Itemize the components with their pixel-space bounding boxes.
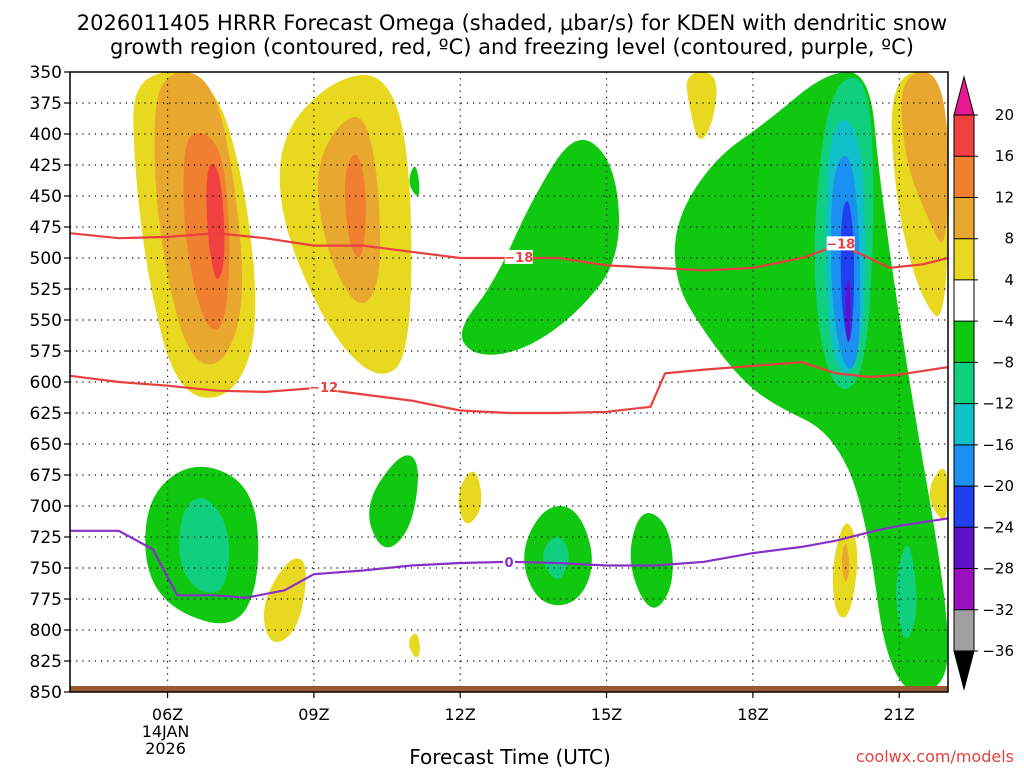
- y-tick-label-500: 500: [30, 249, 62, 269]
- omega-colorbar: 20 16 12 8 4 −4 −8 −12 −16 −20 −24 −28 −32 −36: [953, 75, 1014, 691]
- colorbar-label-12: −32: [982, 601, 1014, 619]
- colorbar-label-10: −24: [982, 518, 1014, 536]
- omega-region-27: [409, 166, 420, 196]
- y-tick-label-450: 450: [30, 187, 62, 207]
- x-tick-label-18Z: 18Z: [737, 705, 768, 724]
- colorbar-label-13: −36: [982, 642, 1014, 660]
- y-tick-label-425: 425: [30, 156, 62, 176]
- contour-label-bg-0-1: [826, 236, 855, 251]
- x-axis-label: Forecast Time (UTC): [409, 745, 611, 768]
- omega-shading: [133, 72, 948, 692]
- y-tick-label-625: 625: [30, 404, 62, 424]
- omega-region-7: [686, 72, 717, 139]
- omega-region-11: [461, 139, 620, 355]
- colorbar-top-arrow: [953, 75, 975, 116]
- y-tick-label-350: 350: [30, 63, 62, 83]
- omega-region-10: [674, 72, 948, 692]
- y-tick-label-725: 725: [30, 528, 62, 548]
- colorbar-label-9: −20: [982, 477, 1014, 495]
- colorbar-band-16: [954, 156, 974, 198]
- contour-label-bg-2-0: [503, 555, 515, 570]
- plot-grid: [70, 72, 948, 692]
- colorbar-band--4: [954, 321, 974, 363]
- colorbar-band--28: [954, 568, 974, 611]
- y-tick-label-400: 400: [30, 125, 62, 145]
- colorbar-band--16: [954, 444, 974, 487]
- contour-line-2: [70, 517, 948, 599]
- colorbar-label-6: −8: [992, 353, 1014, 371]
- colorbar-label-5: −4: [992, 312, 1014, 330]
- colorbar-bottom-arrow: [953, 650, 975, 691]
- colorbar-label-2: 12: [995, 188, 1014, 206]
- omega-region-23: [458, 471, 482, 524]
- omega-region-25: [841, 543, 850, 582]
- y-tick-label-550: 550: [30, 311, 62, 331]
- colorbar-band-4: [954, 279, 974, 322]
- y-tick-label-675: 675: [30, 466, 62, 486]
- omega-region-3: [206, 164, 225, 280]
- colorbar-band--8: [954, 362, 974, 405]
- colorbar-band--32: [954, 609, 974, 652]
- colorbar-band--12: [954, 403, 974, 446]
- y-tick-label-700: 700: [30, 497, 62, 517]
- omega-region-28: [409, 633, 420, 658]
- y-tick-label-825: 825: [30, 652, 62, 672]
- colorbar-label-0: 20: [995, 106, 1014, 124]
- y-tick-label-800: 800: [30, 621, 62, 641]
- omega-region-6: [345, 154, 366, 257]
- omega-region-26: [369, 455, 418, 548]
- y-tick-label-475: 475: [30, 218, 62, 238]
- colorbar-band-8: [954, 238, 974, 281]
- y-tick-label-575: 575: [30, 342, 62, 362]
- colorbar-label-8: −16: [982, 436, 1014, 454]
- x-tick-label-12Z: 12Z: [445, 705, 476, 724]
- y-tick-label-650: 650: [30, 435, 62, 455]
- y-tick-label-775: 775: [30, 590, 62, 610]
- omega-region-16: [845, 279, 851, 342]
- chart-title-line1: 2026011405 HRRR Forecast Omega (shaded, …: [77, 11, 947, 35]
- contour-label-1-0: −12: [309, 381, 338, 396]
- x-tick-label-09Z: 09Z: [298, 705, 329, 724]
- ground-strip: [70, 686, 948, 692]
- credit-text: coolwx.com/models: [856, 747, 1014, 766]
- chart-title-line2: growth region (contoured, red, ºC) and f…: [110, 35, 914, 59]
- omega-region-29: [929, 468, 948, 519]
- omega-region-9: [901, 72, 948, 243]
- colorbar-band-20: [954, 115, 974, 157]
- colorbar-label-7: −12: [982, 395, 1014, 413]
- omega-region-30: [896, 545, 917, 638]
- omega-region-22: [263, 558, 306, 643]
- x-tick-label-06Z: 06Z: [152, 705, 183, 724]
- colorbar-band-12: [954, 197, 974, 240]
- colorbar-label-4: 4: [1004, 271, 1014, 289]
- y-tick-label-750: 750: [30, 559, 62, 579]
- contour-line-1: [70, 361, 948, 415]
- colorbar-band--20: [954, 486, 974, 528]
- contour-label-bg-0-0: [504, 250, 533, 264]
- colorbar-label-1: 16: [995, 147, 1014, 165]
- colorbar-label-11: −28: [982, 560, 1014, 578]
- contour-label-bg-1-0: [309, 380, 338, 395]
- omega-region-15: [840, 201, 855, 342]
- temperature-contours: −18 −18 −12 0: [70, 232, 948, 599]
- x-tick-label-15Z: 15Z: [591, 705, 622, 724]
- y-tick-label-375: 375: [30, 94, 62, 114]
- contour-label-2-0: 0: [504, 556, 513, 571]
- colorbar-label-3: 8: [1004, 230, 1014, 248]
- contour-label-0-0: −18: [504, 251, 533, 266]
- omega-region-20: [543, 537, 569, 579]
- y-tick-label-525: 525: [30, 280, 62, 300]
- x-date-label-year: 2026: [145, 739, 186, 758]
- omega-region-18: [179, 498, 229, 593]
- contour-label-0-1: −18: [826, 237, 855, 252]
- x-tick-label-21Z: 21Z: [884, 705, 915, 724]
- colorbar-band--24: [954, 527, 974, 570]
- y-tick-label-850: 850: [30, 683, 62, 703]
- pressure-axis: 350 375 400 425 450 475 500 525 550 575 600 625 650 6…: [30, 63, 70, 703]
- y-tick-label-600: 600: [30, 373, 62, 393]
- x-date-label-day: 14JAN: [142, 722, 190, 741]
